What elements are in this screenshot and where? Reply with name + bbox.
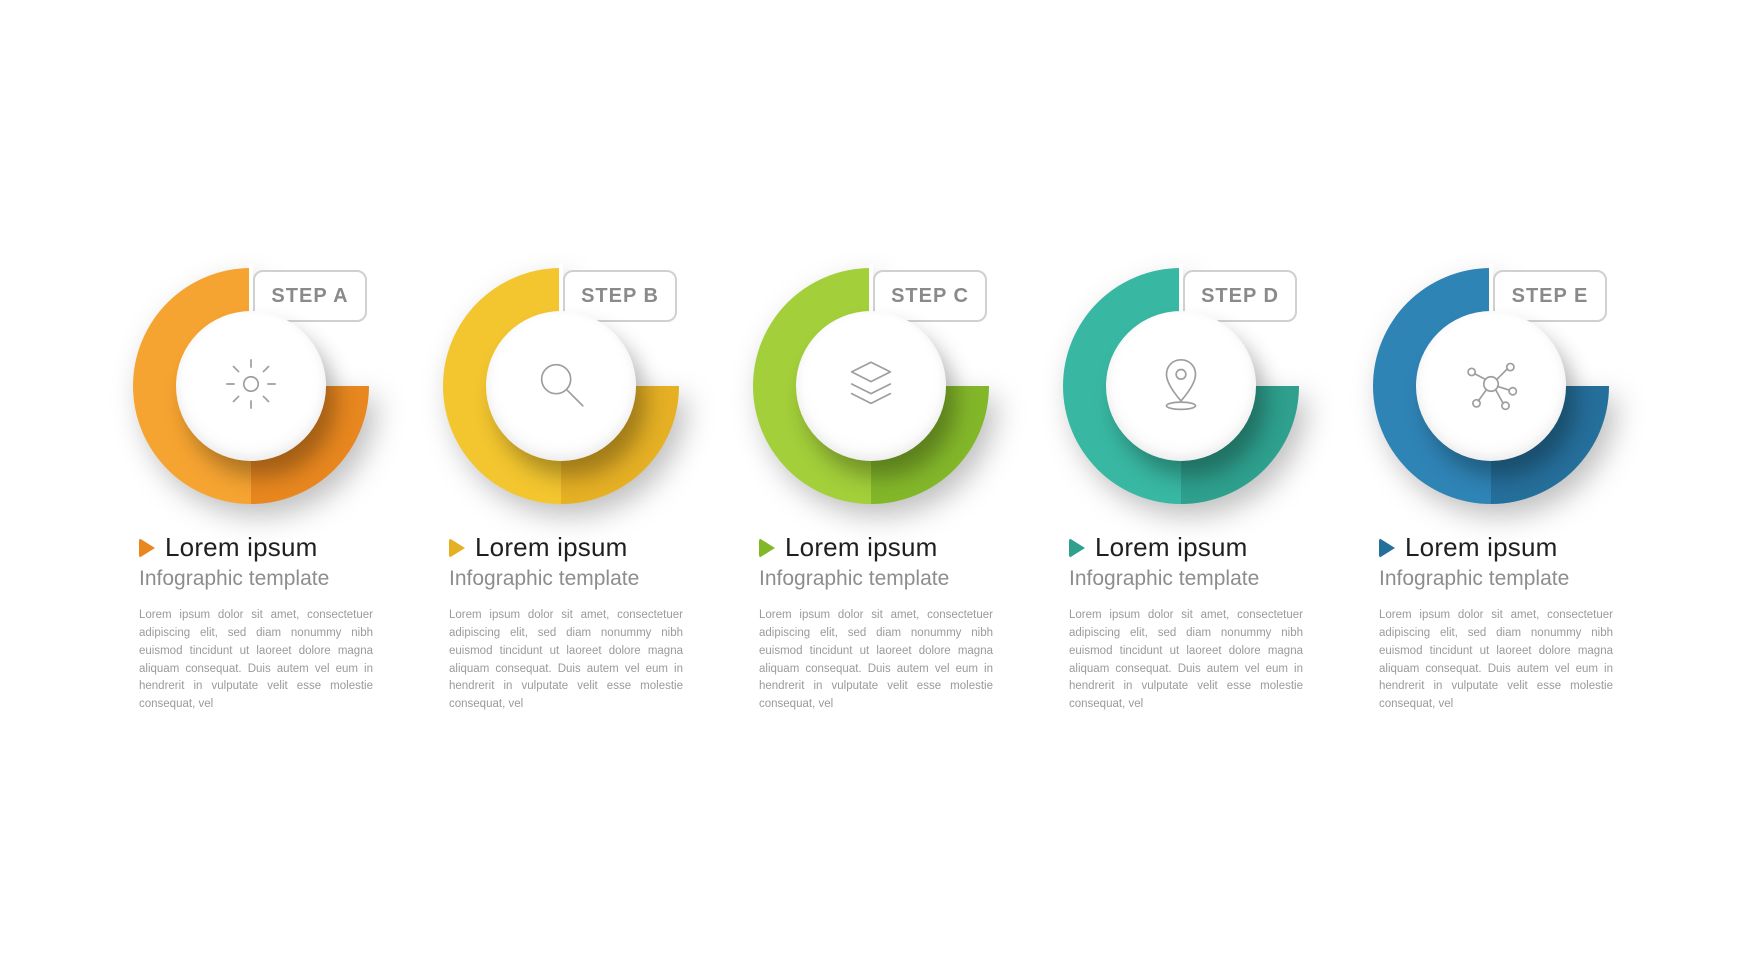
infographic-stage: STEP A Lorem ipsum Infographic template … [71,266,1671,714]
network-icon [1462,355,1520,418]
play-icon [1069,538,1085,558]
play-icon [449,538,465,558]
title-row: Lorem ipsum [421,532,701,563]
ring-wrap: STEP C [751,266,991,506]
gear-icon [222,355,280,418]
step-2: STEP C Lorem ipsum Infographic template … [731,266,1011,714]
step-body: Lorem ipsum dolor sit amet, consectetuer… [731,607,1011,714]
step-body: Lorem ipsum dolor sit amet, consectetuer… [1351,607,1631,714]
step-title: Lorem ipsum [475,532,627,563]
layers-icon [842,355,900,418]
step-0: STEP A Lorem ipsum Infographic template … [111,266,391,714]
inner-disc [1106,311,1256,461]
inner-disc [176,311,326,461]
step-subtitle: Infographic template [111,567,391,591]
step-body: Lorem ipsum dolor sit amet, consectetuer… [111,607,391,714]
step-title: Lorem ipsum [785,532,937,563]
step-4: STEP E Lorem ipsum Infographic template … [1351,266,1631,714]
step-title: Lorem ipsum [1095,532,1247,563]
step-body: Lorem ipsum dolor sit amet, consectetuer… [1041,607,1321,714]
step-subtitle: Infographic template [1351,567,1631,591]
inner-disc [486,311,636,461]
play-icon [1379,538,1395,558]
ring-wrap: STEP A [131,266,371,506]
step-1: STEP B Lorem ipsum Infographic template … [421,266,701,714]
ring-wrap: STEP B [441,266,681,506]
map-pin-icon [1152,355,1210,418]
step-subtitle: Infographic template [1041,567,1321,591]
step-body: Lorem ipsum dolor sit amet, consectetuer… [421,607,701,714]
ring-wrap: STEP E [1371,266,1611,506]
step-3: STEP D Lorem ipsum Infographic template … [1041,266,1321,714]
title-row: Lorem ipsum [731,532,1011,563]
title-row: Lorem ipsum [111,532,391,563]
play-icon [759,538,775,558]
inner-disc [796,311,946,461]
step-subtitle: Infographic template [421,567,701,591]
title-row: Lorem ipsum [1351,532,1631,563]
step-title: Lorem ipsum [165,532,317,563]
title-row: Lorem ipsum [1041,532,1321,563]
magnifier-icon [532,355,590,418]
step-subtitle: Infographic template [731,567,1011,591]
ring-wrap: STEP D [1061,266,1301,506]
inner-disc [1416,311,1566,461]
step-title: Lorem ipsum [1405,532,1557,563]
play-icon [139,538,155,558]
